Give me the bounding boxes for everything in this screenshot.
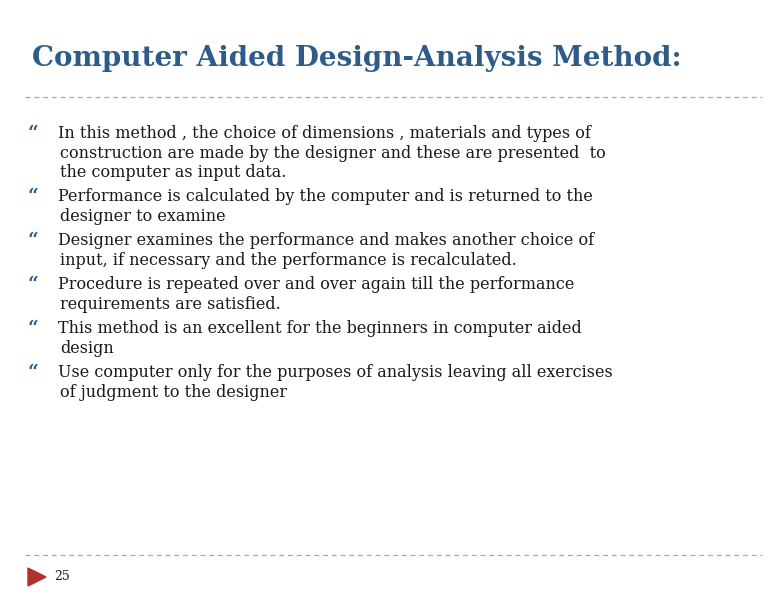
Text: the computer as input data.: the computer as input data. [60,164,286,181]
Text: Performance is calculated by the computer and is returned to the: Performance is calculated by the compute… [58,188,593,206]
Text: designer to examine: designer to examine [60,208,225,225]
Text: construction are made by the designer and these are presented  to: construction are made by the designer an… [60,144,606,162]
Polygon shape [28,568,46,586]
Text: “: “ [28,125,39,143]
Text: Designer examines the performance and makes another choice of: Designer examines the performance and ma… [58,233,594,250]
Text: “: “ [28,365,39,382]
Text: of judgment to the designer: of judgment to the designer [60,384,287,401]
Text: “: “ [28,321,39,338]
Text: Procedure is repeated over and over again till the performance: Procedure is repeated over and over agai… [58,277,574,294]
Text: requirements are satisfied.: requirements are satisfied. [60,296,281,313]
Text: In this method , the choice of dimensions , materials and types of: In this method , the choice of dimension… [58,125,591,142]
Text: input, if necessary and the performance is recalculated.: input, if necessary and the performance … [60,252,516,269]
Text: Use computer only for the purposes of analysis leaving all exercises: Use computer only for the purposes of an… [58,365,613,381]
Text: design: design [60,340,114,357]
Text: 25: 25 [54,570,69,583]
Text: “: “ [28,277,39,294]
Text: This method is an excellent for the beginners in computer aided: This method is an excellent for the begi… [58,321,582,337]
Text: Computer Aided Design-Analysis Method:: Computer Aided Design-Analysis Method: [32,45,682,72]
Text: “: “ [28,188,39,206]
Text: “: “ [28,233,39,250]
